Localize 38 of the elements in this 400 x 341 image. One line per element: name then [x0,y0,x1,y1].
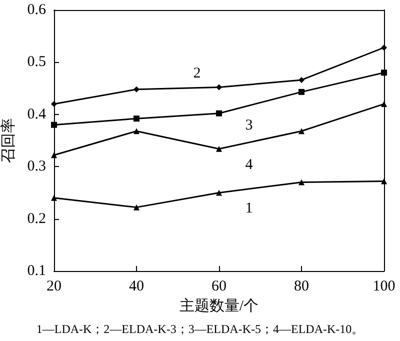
point [381,70,387,76]
point [51,194,57,201]
point [134,128,140,134]
point [134,86,140,92]
point [216,84,222,90]
point [381,178,387,184]
series-label: 3 [245,117,253,134]
point [298,76,304,83]
series-label: 1 [245,200,253,217]
series-label: 4 [245,156,254,173]
y-tick-label: 0.1 [27,263,46,279]
series-label: 2 [193,65,201,82]
point [216,146,222,152]
point [381,100,387,107]
point [298,128,304,134]
point [134,204,140,210]
point [51,152,57,158]
point [51,100,57,107]
point [51,122,57,128]
text: 1—LDA-K；2—ELDA-K-3；3—ELDA-K-5；4—ELDA-K-10。 [36,322,364,336]
y-tick-label: 0.4 [27,106,46,122]
point [134,116,140,122]
x-axis-title: 主题数量/个 [179,297,259,314]
y-tick-label: 0.2 [27,210,46,227]
x-tick-label: 60 [212,278,226,294]
x-tick-label: 100 [372,278,396,294]
y-tick-label: 0.5 [27,54,46,70]
x-tick-label: 20 [46,278,62,294]
point [381,44,387,51]
y-tick-label: 0.6 [27,2,46,18]
point [216,190,222,196]
point [216,110,222,116]
y-axis-title: 召回率 [0,118,17,163]
x-tick-label: 40 [129,278,144,294]
point [298,88,304,95]
y-tick-label: 0.3 [27,158,46,175]
x-tick-label: 80 [294,278,309,294]
point [298,179,304,186]
